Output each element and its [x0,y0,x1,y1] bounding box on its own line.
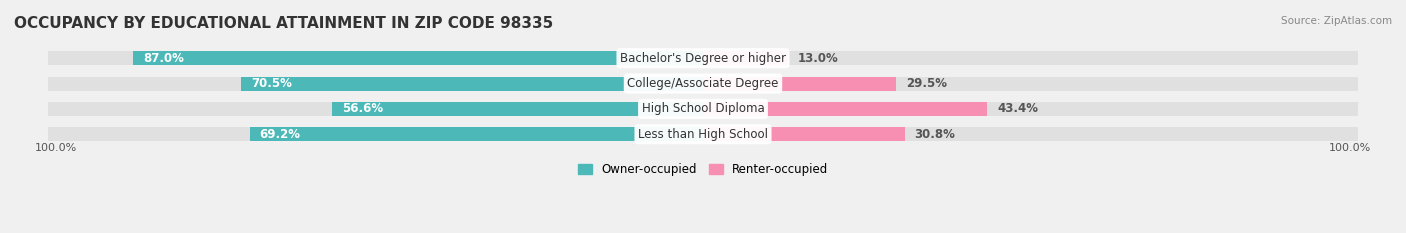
Bar [703,51,1358,65]
Bar [48,127,703,141]
Bar [240,77,703,90]
Text: 70.5%: 70.5% [250,77,292,90]
Text: 13.0%: 13.0% [799,52,839,65]
Text: Bachelor's Degree or higher: Bachelor's Degree or higher [620,52,786,65]
Legend: Owner-occupied, Renter-occupied: Owner-occupied, Renter-occupied [572,158,834,181]
Text: 43.4%: 43.4% [997,102,1038,115]
Bar [703,102,1358,116]
Bar [703,77,896,90]
Bar [703,77,1358,90]
Bar [703,127,1358,141]
Bar [703,127,905,141]
Text: High School Diploma: High School Diploma [641,102,765,115]
Bar [48,51,703,65]
Text: 29.5%: 29.5% [905,77,948,90]
Bar [134,51,703,65]
Text: 87.0%: 87.0% [143,52,184,65]
Bar [703,102,987,116]
Bar [250,127,703,141]
Text: Source: ZipAtlas.com: Source: ZipAtlas.com [1281,16,1392,26]
Text: 56.6%: 56.6% [342,102,382,115]
Text: Less than High School: Less than High School [638,128,768,141]
Text: 100.0%: 100.0% [35,143,77,153]
Bar [703,51,789,65]
Text: 69.2%: 69.2% [259,128,301,141]
Text: 100.0%: 100.0% [1329,143,1371,153]
Text: College/Associate Degree: College/Associate Degree [627,77,779,90]
Text: 30.8%: 30.8% [915,128,956,141]
Text: OCCUPANCY BY EDUCATIONAL ATTAINMENT IN ZIP CODE 98335: OCCUPANCY BY EDUCATIONAL ATTAINMENT IN Z… [14,16,554,31]
Bar [332,102,703,116]
Bar [48,77,703,90]
Bar [48,102,703,116]
